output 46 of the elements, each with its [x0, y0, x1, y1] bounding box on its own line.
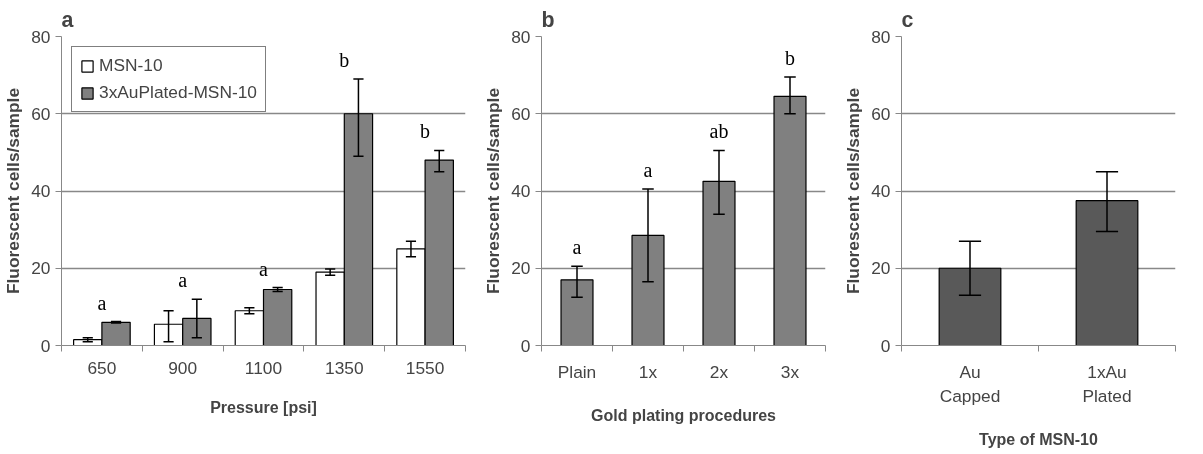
y-axis-title: Fluorescent cells/sample [843, 87, 864, 295]
x-tick-label: 900 [168, 357, 198, 378]
x-tick-label: 3x [780, 361, 800, 382]
y-tick-label: 60 [511, 103, 531, 124]
x-tick-label: Plain [557, 361, 597, 382]
y-axis-title: Fluorescent cells/sample [483, 87, 504, 295]
annotation: a [97, 291, 107, 314]
y-tick-label: 40 [511, 181, 531, 201]
y-tick-label: 60 [871, 103, 891, 124]
y-axis-title: Fluorescent cells/sample [3, 87, 24, 295]
legend-label: 3xAuPlated-MSN-10 [99, 82, 257, 103]
annotation: b [339, 48, 350, 71]
chart-title: c [901, 7, 914, 32]
annotation: b [420, 120, 431, 143]
y-tick-label: 20 [511, 258, 531, 279]
legend-label: MSN-10 [99, 55, 163, 76]
x-axis-title: Pressure [psi] [210, 398, 317, 416]
y-tick-label: 40 [31, 181, 51, 201]
y-tick-label: 80 [871, 26, 891, 47]
y-tick-label: 80 [31, 26, 51, 47]
chart-title: a [61, 7, 74, 32]
y-tick-label: 0 [880, 335, 891, 356]
x-tick-label: 650 [87, 357, 117, 378]
y-tick-label: 0 [40, 335, 51, 356]
y-tick-label: 80 [511, 26, 531, 47]
x-tick-label: 2x [709, 361, 729, 382]
annotation: b [785, 47, 795, 70]
x-tick-label: 1x [638, 361, 658, 382]
y-tick-label: 20 [871, 258, 891, 279]
y-tick-label: 0 [520, 335, 531, 356]
chart-title: b [541, 7, 555, 32]
x-axis-title: Type of MSN-10 [979, 430, 1099, 448]
x-tick-label: 1550 [405, 357, 445, 378]
y-tick-label: 40 [871, 181, 891, 201]
y-tick-label: 20 [31, 258, 51, 279]
x-tick-label: 1xAu Plated [1082, 361, 1132, 406]
x-tick-label: Au Capped [939, 361, 1001, 406]
annotation: ab [709, 120, 729, 143]
x-tick-label: 1100 [244, 357, 283, 378]
annotation: a [259, 257, 269, 280]
annotation: a [178, 269, 188, 292]
y-tick-label: 60 [31, 103, 51, 124]
x-tick-label: 1350 [325, 357, 364, 378]
annotation: a [643, 159, 653, 182]
annotation: a [572, 236, 582, 259]
x-axis-title: Gold plating procedures [591, 406, 777, 424]
